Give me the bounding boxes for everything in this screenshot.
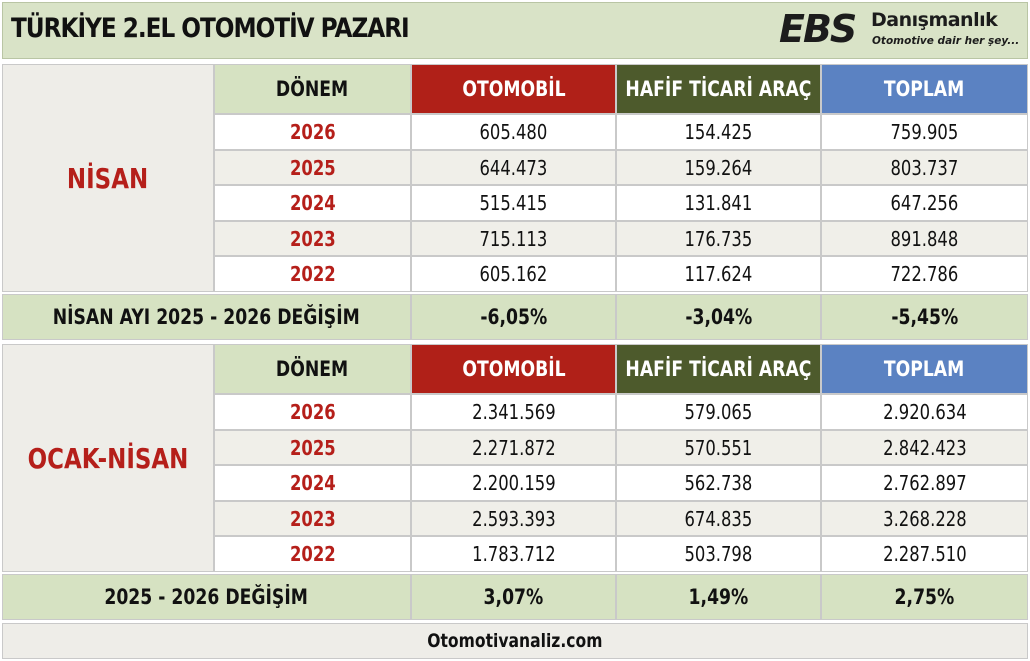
logo-name: Danışmanlık — [871, 9, 998, 31]
car-value: 2.593.393 — [411, 501, 616, 536]
year-cell: 2025 — [214, 430, 411, 465]
lcv-value: 159.264 — [616, 150, 821, 185]
lcv-value: 570.551 — [616, 430, 821, 465]
total-value: 647.256 — [821, 185, 1028, 221]
car-value: 1.783.712 — [411, 536, 616, 572]
section-label: NİSAN — [2, 64, 214, 292]
lcv-value: 562.738 — [616, 465, 821, 501]
column-header-lcv: HAFİF TİCARİ ARAÇ — [616, 344, 821, 394]
lcv-change: -3,04% — [616, 294, 821, 340]
car-value: 605.480 — [411, 114, 616, 150]
total-change: -5,45% — [821, 294, 1028, 340]
total-value: 2.920.634 — [821, 394, 1028, 430]
year-cell: 2026 — [214, 394, 411, 430]
year-cell: 2024 — [214, 465, 411, 501]
total-value: 803.737 — [821, 150, 1028, 185]
total-value: 3.268.228 — [821, 501, 1028, 536]
footer-website: Otomotivanaliz.com — [2, 623, 1028, 659]
lcv-value: 579.065 — [616, 394, 821, 430]
column-header-car: OTOMOBİL — [411, 344, 616, 394]
change-label: 2025 - 2026 DEĞİŞİM — [2, 574, 411, 620]
car-value: 2.271.872 — [411, 430, 616, 465]
year-cell: 2023 — [214, 221, 411, 256]
car-value: 644.473 — [411, 150, 616, 185]
lcv-change: 1,49% — [616, 574, 821, 620]
total-value: 891.848 — [821, 221, 1028, 256]
page-title: TÜRKİYE 2.EL OTOMOTİV PAZARI — [11, 13, 410, 44]
total-value: 722.786 — [821, 256, 1028, 292]
year-cell: 2025 — [214, 150, 411, 185]
total-change: 2,75% — [821, 574, 1028, 620]
car-change: -6,05% — [411, 294, 616, 340]
section-label: OCAK-NİSAN — [2, 344, 214, 572]
year-cell: 2023 — [214, 501, 411, 536]
column-header-lcv: HAFİF TİCARİ ARAÇ — [616, 64, 821, 114]
lcv-value: 117.624 — [616, 256, 821, 292]
lcv-value: 154.425 — [616, 114, 821, 150]
year-cell: 2024 — [214, 185, 411, 221]
lcv-value: 503.798 — [616, 536, 821, 572]
year-cell: 2026 — [214, 114, 411, 150]
logo-tagline: Otomotive dair her şey... — [872, 35, 1020, 47]
total-value: 2.842.423 — [821, 430, 1028, 465]
car-value: 515.415 — [411, 185, 616, 221]
column-header-total: TOPLAM — [821, 344, 1028, 394]
total-value: 2.287.510 — [821, 536, 1028, 572]
car-value: 2.200.159 — [411, 465, 616, 501]
ebs-logo: EBS Danışmanlık Otomotive dair her şey..… — [779, 7, 1029, 55]
change-label: NİSAN AYI 2025 - 2026 DEĞİŞİM — [2, 294, 411, 340]
column-header-total: TOPLAM — [821, 64, 1028, 114]
car-value: 605.162 — [411, 256, 616, 292]
lcv-value: 176.735 — [616, 221, 821, 256]
year-cell: 2022 — [214, 256, 411, 292]
column-header-car: OTOMOBİL — [411, 64, 616, 114]
year-cell: 2022 — [214, 536, 411, 572]
column-header-period: DÖNEM — [214, 64, 411, 114]
column-header-period: DÖNEM — [214, 344, 411, 394]
lcv-value: 131.841 — [616, 185, 821, 221]
total-value: 759.905 — [821, 114, 1028, 150]
total-value: 2.762.897 — [821, 465, 1028, 501]
title-bar: TÜRKİYE 2.EL OTOMOTİV PAZARI EBS Danışma… — [2, 2, 1028, 59]
car-value: 715.113 — [411, 221, 616, 256]
car-value: 2.341.569 — [411, 394, 616, 430]
lcv-value: 674.835 — [616, 501, 821, 536]
logo-mark: EBS — [779, 7, 857, 51]
car-change: 3,07% — [411, 574, 616, 620]
